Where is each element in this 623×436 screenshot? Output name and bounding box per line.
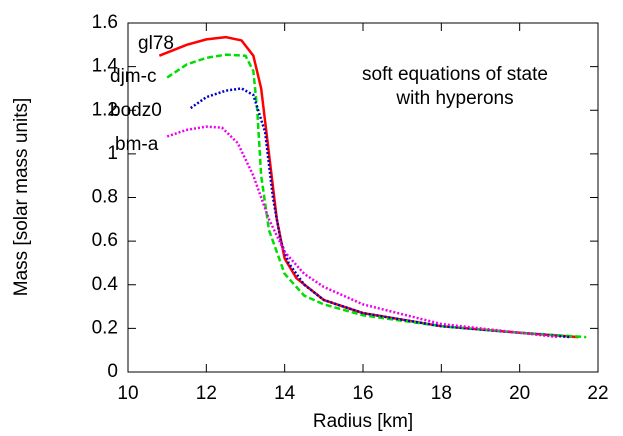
y-tick-label: 1 — [107, 143, 118, 164]
x-tick-label: 22 — [587, 383, 608, 404]
series-line — [189, 87, 571, 339]
y-tick-label: 0.4 — [92, 274, 119, 295]
x-tick-label: 14 — [274, 383, 296, 404]
y-tick-label: 1.2 — [92, 99, 118, 120]
y-tick-label: 0.6 — [92, 230, 118, 251]
x-tick-label: 10 — [117, 383, 138, 404]
y-tick-label: 0.8 — [92, 187, 118, 208]
x-tick-label: 16 — [352, 383, 373, 404]
x-tick-label: 20 — [509, 383, 530, 404]
annotation: soft equations of state — [362, 64, 548, 85]
series-line — [166, 125, 559, 339]
y-axis-label: Mass [solar mass units] — [11, 98, 32, 297]
x-tick-label: 12 — [196, 383, 217, 404]
x-axis-label: Radius [km] — [313, 411, 413, 432]
series-label: djm-c — [110, 66, 156, 87]
series-label: bodz0 — [110, 100, 162, 121]
series-label: bm-a — [115, 134, 159, 155]
series-label: gl78 — [138, 33, 174, 54]
y-tick-label: 0.2 — [92, 317, 118, 338]
annotation: with hyperons — [395, 88, 513, 109]
series-line — [166, 53, 587, 339]
y-tick-label: 0 — [107, 361, 118, 382]
y-tick-label: 1.6 — [92, 12, 118, 33]
x-tick-label: 18 — [431, 383, 452, 404]
y-tick-label: 1.4 — [92, 56, 119, 77]
